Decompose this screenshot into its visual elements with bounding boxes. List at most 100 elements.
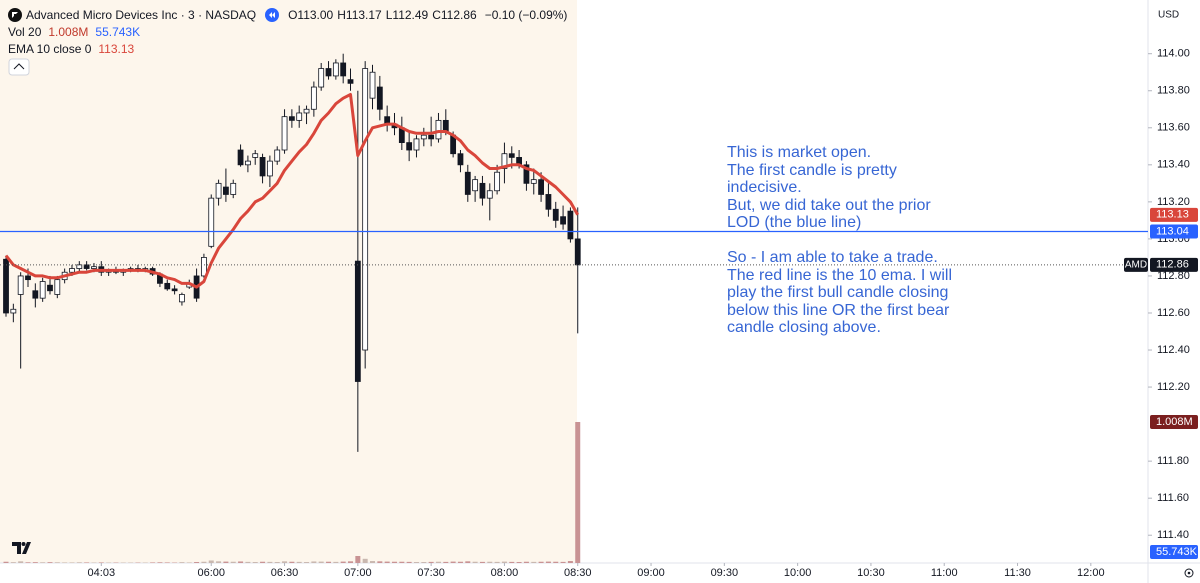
last-price-tag-bg — [1150, 257, 1198, 272]
tv-logo — [12, 542, 31, 554]
ema-row: EMA 10 close 0 113.13 — [8, 42, 134, 56]
candle-body — [406, 142, 413, 151]
ohlc-value: 113.17 — [345, 8, 382, 22]
candle-body — [303, 108, 310, 114]
candle-body — [494, 171, 501, 192]
volume-bar — [560, 561, 566, 563]
volume-bar — [76, 562, 82, 563]
x-tick-label: 11:00 — [931, 567, 958, 579]
candle-body — [296, 112, 303, 121]
candle-body — [208, 197, 215, 247]
volume-bar — [194, 562, 200, 563]
candle-body — [479, 182, 486, 199]
volume-bar — [150, 562, 156, 563]
candle-body — [538, 179, 544, 195]
candle-body — [281, 116, 288, 151]
volume-bar — [326, 561, 332, 563]
y-tick-label: 113.80 — [1157, 85, 1190, 97]
x-tick-label: 10:30 — [857, 567, 885, 579]
candle-body — [472, 179, 479, 192]
volume-bar — [370, 561, 376, 563]
ohlc-key: C — [432, 8, 441, 22]
volume-bar — [457, 561, 463, 563]
volume-label: Vol 20 — [8, 25, 42, 39]
candle-body — [237, 149, 244, 166]
x-tick-label: 04:03 — [88, 567, 116, 579]
x-tick-label: 07:00 — [344, 567, 372, 579]
replay-icon[interactable] — [264, 7, 280, 23]
ohlc-item: C112.86 — [432, 8, 476, 22]
volume-bar — [186, 562, 192, 563]
candle-body — [288, 116, 295, 121]
candle-body — [552, 208, 559, 221]
volume-bar — [472, 561, 478, 563]
candle-body — [164, 282, 171, 290]
volume-bar — [245, 561, 251, 563]
candle-body — [91, 266, 97, 269]
x-tick-label: 06:00 — [197, 567, 225, 579]
x-tick-label: 09:00 — [637, 567, 665, 579]
symbol-tag: AMD — [1125, 259, 1147, 270]
extended-hours-shade — [0, 0, 577, 563]
volume-bar — [399, 561, 405, 563]
volume-bar — [47, 562, 53, 563]
candle-body — [17, 275, 24, 295]
candle-body — [501, 153, 508, 169]
volume-bar — [362, 558, 368, 563]
volume-bar — [18, 561, 24, 563]
candle-body — [325, 68, 332, 77]
annotation-line: candle closing above. — [727, 319, 881, 336]
candle-body — [457, 153, 464, 166]
volume-bar — [179, 562, 185, 563]
volume-bar — [260, 561, 266, 563]
volume-bar — [238, 561, 244, 563]
ohlc-item: H113.17 — [337, 8, 381, 22]
candle-body — [523, 164, 530, 184]
volume-bar — [157, 562, 163, 563]
ohlc-key: O — [288, 8, 298, 22]
marks — [0, 53, 1148, 563]
y-tick-label: 112.80 — [1157, 270, 1190, 282]
candle-body — [428, 134, 435, 140]
collapse-button[interactable] — [8, 58, 30, 76]
settings-icon[interactable] — [1184, 568, 1194, 578]
candle-body — [354, 260, 361, 382]
paragraph: So - I am able to take a trade. The red l… — [727, 249, 952, 337]
y-tick-label: 113.60 — [1157, 122, 1190, 134]
volume-bar — [208, 560, 214, 563]
candle-body — [259, 157, 266, 177]
y-tick-label: 111.80 — [1157, 455, 1189, 467]
y-tick-label: 111.40 — [1157, 529, 1189, 541]
candle-body — [420, 134, 427, 140]
annotation-line: The red line is the 10 ema. I will — [727, 266, 952, 284]
volume-bar — [230, 561, 236, 563]
volume-bar — [450, 561, 456, 563]
candle-body — [567, 210, 574, 240]
volume-bar — [25, 562, 31, 563]
volume-bar — [509, 561, 515, 563]
volume-bar — [223, 561, 229, 563]
volume-bar — [413, 562, 419, 563]
x-tick-label: 06:30 — [271, 567, 299, 579]
volume-bar — [501, 561, 507, 563]
volume-bar — [40, 562, 46, 563]
candle-body — [442, 119, 449, 132]
volume-bar — [267, 561, 273, 563]
volume-bar — [252, 562, 258, 563]
volume-bar — [355, 556, 361, 563]
candle-body — [69, 268, 75, 273]
x-tick-label: 11:30 — [1004, 567, 1031, 579]
candle-body — [369, 71, 376, 99]
candle-body — [574, 238, 581, 266]
paragraph: This is market open. The first candle is … — [727, 144, 952, 232]
candle-body — [179, 294, 185, 303]
candle-body — [47, 284, 53, 292]
x-tick-label: 08:00 — [491, 567, 519, 579]
volume-bar — [545, 561, 551, 563]
candle-body — [347, 79, 354, 84]
candle-body — [32, 290, 39, 299]
volume-bar — [575, 422, 581, 563]
x-tick-label: 10:00 — [784, 567, 812, 579]
x-tick-label: 12:00 — [1077, 567, 1105, 579]
